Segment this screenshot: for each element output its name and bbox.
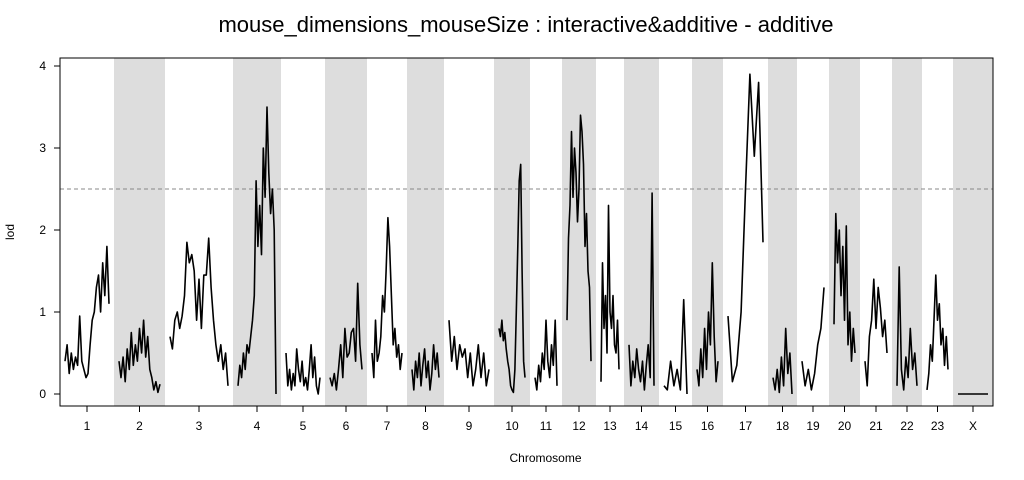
lod-line-chr-14	[628, 192, 655, 391]
lod-line-chr-4	[237, 106, 277, 395]
lod-line-chr-15	[663, 298, 688, 395]
x-tick-label-4: 4	[254, 419, 261, 433]
lod-line-chr-11	[534, 319, 558, 391]
lod-line-chr-22	[896, 266, 918, 391]
lod-line-chr-16	[696, 261, 719, 387]
y-tick-label-2: 2	[39, 223, 46, 237]
y-tick-label-4: 4	[39, 59, 46, 73]
x-tick-label-18: 18	[776, 419, 790, 433]
chromosome-band-8	[407, 58, 444, 406]
chromosome-band-22	[892, 58, 922, 406]
x-tick-label-23: 23	[931, 419, 945, 433]
lod-line-chr-19	[801, 287, 825, 391]
lod-line-chr-2	[118, 319, 161, 394]
x-tick-label-17: 17	[739, 419, 753, 433]
lod-line-chr-8	[411, 343, 440, 391]
lod-line-chr-21	[864, 278, 888, 387]
chromosome-band-20	[829, 58, 860, 406]
x-tick-label-16: 16	[701, 419, 715, 433]
lod-line-chr-5	[285, 343, 321, 395]
chromosome-band-2	[114, 58, 165, 406]
y-axis-label: lod	[3, 224, 17, 240]
x-tick-label-1: 1	[84, 419, 91, 433]
lod-line-chr-1	[64, 245, 110, 379]
lod-line-chr-13	[600, 204, 620, 382]
lod-line-chr-18	[772, 327, 793, 395]
x-tick-label-6: 6	[343, 419, 350, 433]
x-tick-label-22: 22	[900, 419, 914, 433]
y-tick-label-1: 1	[39, 305, 46, 319]
lod-line-chr-12	[566, 114, 592, 362]
chromosome-band-X	[953, 58, 993, 406]
x-tick-label-21: 21	[869, 419, 883, 433]
x-tick-label-X: X	[969, 419, 977, 433]
x-tick-label-7: 7	[384, 419, 391, 433]
y-tick-label-0: 0	[39, 387, 46, 401]
x-tick-label-13: 13	[603, 419, 617, 433]
x-tick-label-12: 12	[572, 419, 586, 433]
chromosome-band-18	[768, 58, 797, 406]
lod-line-chr-20	[833, 212, 856, 363]
lod-line-chr-6	[329, 282, 363, 391]
x-tick-label-5: 5	[300, 419, 307, 433]
lod-line-chr-10	[498, 163, 526, 394]
x-tick-label-20: 20	[838, 419, 852, 433]
y-tick-label-3: 3	[39, 141, 46, 155]
chromosome-band-10	[494, 58, 530, 406]
x-tick-label-19: 19	[806, 419, 820, 433]
lod-line-chr-9	[448, 320, 490, 387]
plot-frame	[59, 57, 994, 407]
lod-line-chr-7	[371, 216, 403, 379]
lod-line-chr-17	[727, 73, 764, 383]
x-axis-label: Chromosome	[509, 451, 581, 465]
x-tick-label-11: 11	[540, 419, 553, 433]
x-tick-label-9: 9	[466, 419, 473, 433]
chart-title: mouse_dimensions_mouseSize : interactive…	[218, 12, 834, 37]
x-tick-label-2: 2	[136, 419, 143, 433]
x-tick-label-3: 3	[196, 419, 203, 433]
x-tick-label-10: 10	[505, 419, 519, 433]
x-tick-label-15: 15	[669, 419, 683, 433]
x-tick-label-14: 14	[635, 419, 649, 433]
x-tick-label-8: 8	[422, 419, 429, 433]
lod-line-chr-23	[926, 274, 949, 390]
lod-line-chr-3	[169, 237, 229, 386]
